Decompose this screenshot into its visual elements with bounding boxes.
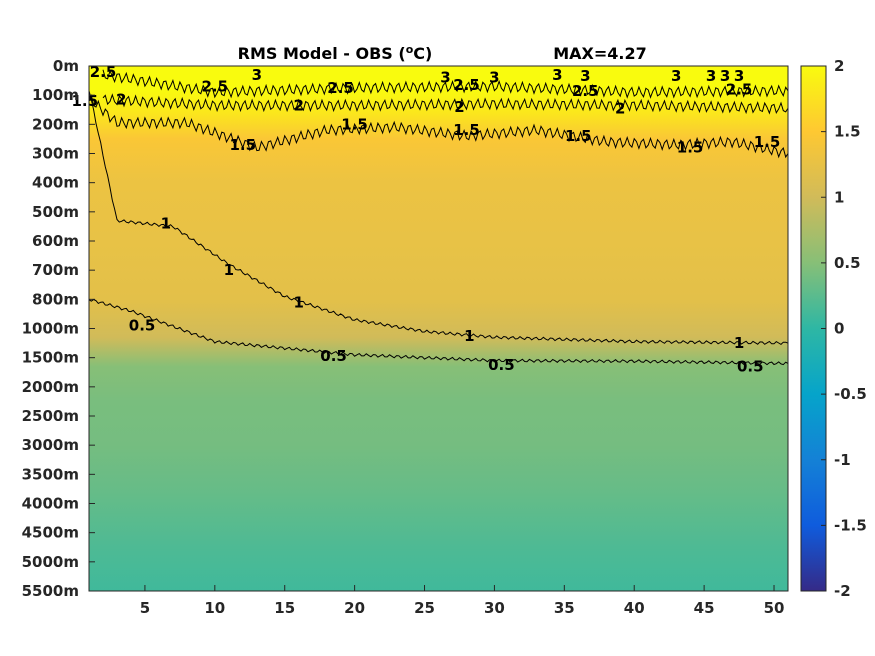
contour-line-2 (102, 93, 788, 115)
y-tick-label: 2500m (22, 407, 79, 425)
contour-label: 3 (440, 69, 450, 87)
y-tick-label: 800m (32, 290, 79, 308)
contour-label: 3 (252, 66, 262, 84)
colorbar-tick-label: -0.5 (834, 385, 867, 403)
contour-label: 0.5 (129, 317, 156, 335)
contour-label: 2 (454, 98, 464, 116)
colorbar-tick-label: -1 (834, 451, 851, 469)
contour-label: 1.5 (230, 136, 257, 154)
contour-label: 1.5 (72, 92, 99, 110)
contour-label: 3 (734, 67, 744, 85)
x-tick-label: 10 (204, 599, 225, 617)
contour-lines (89, 69, 788, 366)
contour-label: 1.5 (565, 127, 592, 145)
y-tick-label: 400m (32, 174, 79, 192)
contour-label: 2.5 (327, 79, 354, 97)
y-tick-label: 100m (32, 86, 79, 104)
contour-label: 3 (706, 67, 716, 85)
y-tick-label: 600m (32, 232, 79, 250)
contour-label: 0.5 (488, 356, 515, 374)
contour-label: 1.5 (453, 121, 480, 139)
contour-label: 3 (720, 67, 730, 85)
contour-label: 1 (293, 293, 303, 311)
contour-label: 3 (552, 66, 562, 84)
contour-label: 2 (116, 91, 126, 109)
y-tick-label: 5000m (22, 553, 79, 571)
contour-label: 2 (615, 99, 625, 117)
colorbar-tick-label: 2 (834, 57, 844, 75)
chart-max-label: MAX=4.27 (553, 44, 647, 63)
y-tick-label: 200m (32, 115, 79, 133)
contour-label: 1 (734, 334, 744, 352)
contour-label: 1.5 (677, 139, 704, 157)
contour-line-1 (89, 90, 788, 346)
contour-label: 1.5 (341, 115, 368, 133)
contour-line-1-5 (89, 94, 788, 159)
y-tick-label: 4000m (22, 495, 79, 513)
x-tick-label: 30 (484, 599, 505, 617)
contour-label: 3 (671, 67, 681, 85)
y-tick-label: 500m (32, 203, 79, 221)
y-tick-label: 1500m (22, 349, 79, 367)
x-tick-label: 40 (624, 599, 645, 617)
y-tick-label: 700m (32, 261, 79, 279)
y-tick-label: 5500m (22, 582, 79, 600)
colorbar-tick-label: 1 (834, 188, 844, 206)
y-tick-label: 2000m (22, 378, 79, 396)
x-tick-label: 50 (764, 599, 785, 617)
x-tick-label: 35 (554, 599, 575, 617)
contour-label: 0.5 (737, 357, 764, 375)
contour-line-2-5 (102, 69, 788, 99)
contour-label: 2.5 (202, 77, 229, 95)
y-tick-label: 300m (32, 145, 79, 163)
contour-label: 2 (293, 96, 303, 114)
colorbar-tick-label: -1.5 (834, 516, 867, 534)
contour-label: 2.5 (572, 82, 599, 100)
heatmap-fill (89, 66, 788, 591)
contour-label: 1 (464, 327, 474, 345)
y-tick-label: 1000m (22, 320, 79, 338)
colorbar-tick-label: 0 (834, 320, 844, 338)
contour-label: 0.5 (320, 347, 347, 365)
contour-label: 2.5 (726, 80, 753, 98)
contour-label: 2.5 (453, 76, 480, 94)
x-tick-label: 15 (274, 599, 295, 617)
contour-label: 3 (580, 67, 590, 85)
heatmap-field (89, 66, 788, 591)
x-tick-label: 5 (140, 599, 150, 617)
y-tick-label: 0m (53, 57, 79, 75)
colorbar-tick-label: -2 (834, 582, 851, 600)
contour-label: 1.5 (754, 133, 781, 151)
y-axis: 0m 100m 200m 300m 400m 500m 600m 700m 800m 1000m 1… (22, 57, 95, 600)
chart-title: RMS Model - OBS (oC) (238, 43, 433, 63)
contour-line-0-5 (89, 298, 788, 366)
contour-label: 2.5 (90, 63, 117, 81)
colorbar-tick-label: 1.5 (834, 123, 861, 141)
x-tick-label: 45 (694, 599, 715, 617)
contour-label: 3 (489, 69, 499, 87)
x-axis: 5 10 15 20 25 30 35 40 45 50 (140, 585, 785, 617)
y-tick-label: 3500m (22, 465, 79, 483)
x-tick-label: 25 (414, 599, 435, 617)
colorbar-ticks: 2 1.5 1 0.5 0 -0.5 -1 -1.5 -2 (821, 57, 867, 600)
contour-label: 1 (224, 261, 234, 279)
colorbar-tick-label: 0.5 (834, 254, 861, 272)
y-tick-label: 4500m (22, 524, 79, 542)
x-tick-label: 20 (344, 599, 365, 617)
contour-label: 1 (161, 215, 171, 233)
y-tick-label: 3000m (22, 436, 79, 454)
